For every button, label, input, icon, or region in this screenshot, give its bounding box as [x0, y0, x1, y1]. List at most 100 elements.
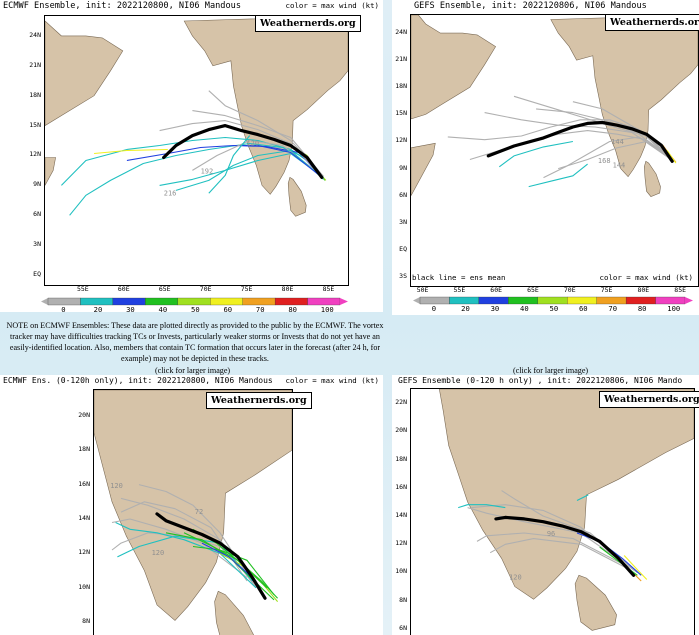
colorbar-segment: [80, 297, 114, 306]
ensemble-track: [528, 163, 588, 188]
y-tick-label: 16N: [395, 482, 407, 491]
ensemble-track: [666, 150, 677, 164]
ensemble-track: [623, 555, 648, 580]
colorbar-segment: [177, 297, 211, 306]
land-area: [574, 574, 617, 631]
colorbar-segment: [596, 296, 627, 305]
ensemble-track: [558, 140, 673, 170]
colorbar-segment: [274, 297, 308, 306]
y-tick-label: 18N: [29, 90, 41, 99]
colorbar-arrow-right: [340, 298, 348, 305]
colorbar-tick-label: 50: [550, 304, 559, 313]
panel-ecmwf-ensemble[interactable]: ECMWF Ensemble, init: 2022120800, NI06 M…: [0, 0, 383, 312]
x-tick-label: 55E: [453, 286, 466, 294]
legend-color-note: color = max wind (kt): [599, 273, 693, 282]
forecast-hour-label: 120: [246, 140, 259, 148]
ensemble-track: [94, 148, 168, 155]
panel-gefs-120h[interactable]: GEFS Ensemble (0-120 h only) , init: 202…: [392, 375, 699, 635]
ensemble-track: [576, 494, 589, 501]
track-map: 96 120: [410, 388, 695, 635]
forecast-hour-label: 168: [598, 157, 611, 165]
x-tick-label: 70E: [199, 285, 212, 293]
x-tick-label: 75E: [240, 285, 253, 293]
colorbar-tick-label: 100: [667, 304, 680, 313]
colorbar-tick-label: 70: [608, 304, 617, 313]
click-larger-image-link[interactable]: (click for larger image): [513, 366, 589, 375]
y-tick-label: 14N: [395, 511, 407, 520]
x-tick-label: 50E: [416, 286, 429, 294]
colorbar-tick-label: 30: [491, 304, 500, 313]
colorbar-tick-label: 40: [520, 304, 529, 313]
y-tick-label: 12N: [395, 539, 407, 548]
colorbar-tick-label: 40: [159, 305, 168, 312]
forecast-hour-label: 192: [201, 167, 214, 175]
ensemble-track: [192, 139, 320, 174]
y-tick-label: 24N: [395, 28, 407, 37]
colorbar-segment: [655, 296, 686, 305]
panel-ecmwf-120h[interactable]: ECMWF Ens. (0-120h only), init: 20221208…: [0, 375, 383, 635]
colorbar-segment: [47, 297, 81, 306]
ensemble-track: [467, 507, 638, 573]
y-tick-label: 18N: [395, 454, 407, 463]
forecast-hour-label: 120: [152, 549, 165, 557]
colorbar-segment: [242, 297, 276, 306]
land-area: [411, 15, 497, 120]
x-tick-label: 70E: [563, 286, 576, 294]
land-area: [550, 15, 698, 178]
y-tick-label: 18N: [395, 82, 407, 91]
colorbar: 0 20 30 40 50 60 70 80 100: [413, 296, 693, 313]
colorbar-tick-label: 60: [223, 305, 232, 312]
land-area: [411, 142, 436, 196]
track-map: 120 192 216: [44, 15, 349, 286]
colorbar-segment: [478, 296, 509, 305]
colorbar-arrow-left: [413, 297, 420, 304]
y-tick-label: EQ: [399, 244, 407, 253]
ensemble-track: [111, 518, 248, 578]
x-tick-label: 85E: [674, 286, 687, 294]
y-tick-label: 9N: [399, 163, 407, 172]
ensemble-track: [489, 538, 631, 571]
y-tick-label: 24N: [29, 30, 41, 39]
x-tick-label: 65E: [527, 286, 539, 294]
y-tick-label: 9N: [33, 180, 41, 189]
colorbar-tick-label: 80: [638, 304, 647, 313]
colorbar-tick-label: 50: [191, 305, 200, 312]
panel-subtitle: color = max wind (kt): [285, 376, 379, 385]
y-tick-label: 3S: [399, 271, 407, 280]
weathernerds-logo: Weathernerds.org: [605, 14, 699, 31]
colorbar-arrow-left: [41, 298, 48, 305]
y-tick-label: 10N: [395, 567, 407, 576]
ensemble-track: [192, 110, 324, 177]
ensemble-track: [115, 522, 257, 589]
ensemble-track: [498, 140, 573, 168]
y-tick-label: 3N: [399, 217, 407, 226]
panel-gefs-ensemble[interactable]: GEFS Ensemble, init: 2022120806, NI06 Ma…: [392, 0, 699, 315]
forecast-hour-label: 120: [110, 482, 123, 490]
ensemble-track: [208, 135, 251, 194]
legend-mean-line: black line = ens mean: [412, 273, 506, 282]
x-tick-label: 60E: [490, 286, 503, 294]
x-tick-label: 65E: [158, 285, 171, 293]
forecast-hour-label: 72: [195, 508, 203, 516]
ensemble-mean-line: [162, 124, 324, 179]
y-tick-label: 10N: [78, 582, 90, 591]
y-tick-label: 16N: [78, 479, 90, 488]
panel-title: GEFS Ensemble (0-120 h only) , init: 202…: [398, 376, 683, 385]
y-tick-label: 12N: [395, 136, 407, 145]
y-tick-label: 22N: [395, 398, 407, 407]
land-area: [45, 157, 56, 186]
x-tick-label: 80E: [281, 285, 294, 293]
x-tick-label: 60E: [117, 285, 130, 293]
y-tick-label: 21N: [29, 60, 41, 69]
colorbar-arrow-right: [685, 297, 693, 304]
colorbar-segment: [625, 296, 656, 305]
land-area: [643, 160, 661, 197]
colorbar-tick-label: 0: [61, 305, 65, 312]
ecmwf-note: NOTE on ECMWF Ensembles: These data are …: [6, 321, 384, 363]
click-larger-image-link[interactable]: (click for larger image): [155, 366, 231, 375]
land-area: [45, 20, 124, 126]
colorbar-tick-label: 70: [256, 305, 265, 312]
forecast-hour-label: 216: [164, 189, 177, 197]
colorbar-segment: [508, 296, 538, 305]
